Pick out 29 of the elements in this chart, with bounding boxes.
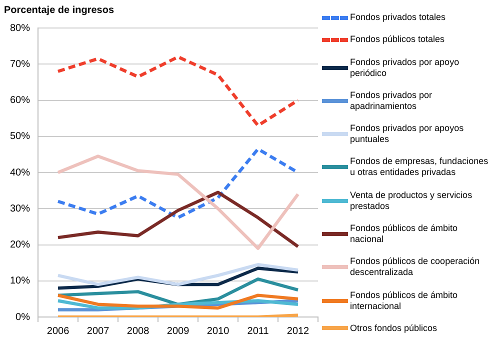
legend-label: Otros fondos públicos xyxy=(350,322,438,334)
legend-label: Fondos públicos de ámbito internacional xyxy=(350,290,459,312)
x-tick-label: 2006 xyxy=(46,326,70,337)
legend-label: Fondos de empresas, fundaciones u otras entidades privadas xyxy=(350,156,490,178)
x-tick-label: 2008 xyxy=(126,326,150,337)
legend-label: Fondos privados por apadrinamientos xyxy=(350,90,434,112)
legend-label: Fondos privados por apoyo periódico xyxy=(350,56,460,79)
legend-label: Fondos privados por apoyos puntuales xyxy=(350,123,465,146)
y-axis-title: Porcentaje de ingresos xyxy=(4,5,114,16)
x-tick-label: 2007 xyxy=(86,326,110,337)
line-series xyxy=(56,55,300,128)
y-tick-label: 30% xyxy=(10,203,30,214)
x-tick-label: 2010 xyxy=(206,326,230,337)
legend-label: Fondos públicos de ámbito nacional xyxy=(350,223,459,246)
legend-label: Venta de productos y servicios prestados xyxy=(350,190,474,212)
x-tick-label: 2009 xyxy=(166,326,190,337)
y-tick-label: 0% xyxy=(16,312,30,323)
legend-label: Fondos privados totales xyxy=(350,12,446,23)
legend-label: Fondos públicos totales xyxy=(350,34,445,46)
y-tick-label: 80% xyxy=(10,22,30,34)
y-tick-label: 10% xyxy=(10,276,30,287)
y-tick-label: 60% xyxy=(10,95,30,106)
x-tick-label: 2011 xyxy=(247,326,270,337)
legend-label: Fondos públicos de cooperación descentralizada xyxy=(350,256,481,278)
y-tick-label: 70% xyxy=(10,58,30,70)
y-tick-label: 50% xyxy=(10,131,30,142)
x-tick-label: 2012 xyxy=(286,326,310,337)
y-tick-label: 20% xyxy=(10,240,30,250)
y-tick-label: 40% xyxy=(10,167,30,178)
